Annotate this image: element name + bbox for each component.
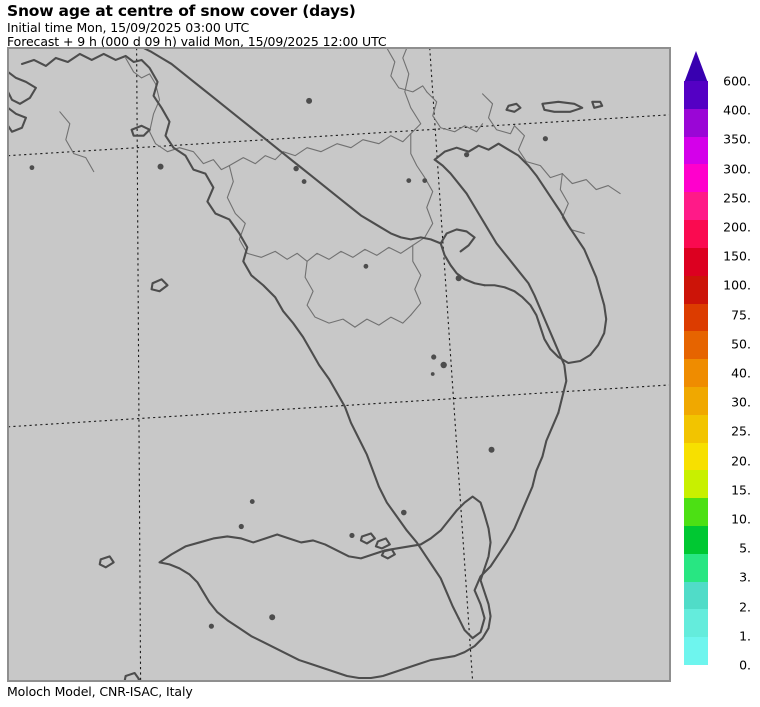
colorbar-labels: 600. 400. 350. 300. 250. 200. 150. 100. 75. 50. 40… [713,50,759,673]
map-background [8,48,670,681]
colorbar-band-12 [684,414,708,443]
colorbar-label-14: 15. [731,482,751,498]
administrative-borders [59,48,621,328]
colorbar-label-10: 40. [731,365,751,381]
colorbar-band-14 [684,470,708,499]
colorbar-band-9 [684,331,708,360]
colorbar-band-2 [684,136,708,165]
coastline [8,48,608,681]
colorbar-band-17 [684,553,708,582]
colorbar-label-11: 30. [731,394,751,410]
colorbar-band-10 [684,359,708,387]
colorbar-label-6: 150. [723,248,751,264]
colorbar-label-19: 1. [739,628,751,644]
colorbar-label-7: 100. [723,277,751,293]
model-attribution: Moloch Model, CNR-ISAC, Italy [7,684,193,699]
colorbar-label-20: 0. [739,657,751,673]
station-markers [29,97,548,629]
gridline-meridian-2 [429,48,474,681]
colorbar-label-5: 200. [723,219,751,235]
colorbar-label-17: 3. [739,569,751,585]
colorbar-band-7 [684,275,708,304]
colorbar-label-3: 300. [723,161,751,177]
colorbar-label-12: 25. [731,423,751,439]
map-frame-border [8,48,670,681]
colorbar-band-4 [684,192,708,221]
page-title: Snow age at centre of snow cover (days) [7,2,356,20]
colorbar-band-8 [684,303,708,332]
initial-time-label: Initial time Mon, 15/09/2025 03:00 UTC [7,20,250,35]
gridlines [8,48,670,681]
colorbar-band-3 [684,164,708,193]
colorbar[interactable] [679,50,713,666]
map-canvas [8,48,670,681]
colorbar-label-4: 250. [723,190,751,206]
colorbar-band-6 [684,247,708,276]
colorbar-band-20 [684,637,708,666]
colorbar-label-1: 400. [723,102,751,118]
colorbar-label-2: 350. [723,131,751,147]
forecast-validity-label: Forecast + 9 h (000 d 09 h) valid Mon, 1… [7,34,387,49]
colorbar-label-18: 2. [739,599,751,615]
colorbar-band-19 [684,609,708,638]
colorbar-top-arrow-icon [684,51,708,83]
colorbar-band-13 [684,442,708,471]
colorbar-label-13: 20. [731,453,751,469]
colorbar-bands [684,81,708,666]
colorbar-label-0: 600. [723,73,751,89]
colorbar-band-18 [684,581,708,610]
colorbar-band-16 [684,526,708,554]
map-panel[interactable] [7,47,671,682]
colorbar-label-16: 5. [739,540,751,556]
colorbar-band-11 [684,386,708,415]
colorbar-label-15: 10. [731,511,751,527]
colorbar-label-9: 50. [731,336,751,352]
colorbar-band-15 [684,498,708,526]
colorbar-label-8: 75. [731,307,751,323]
colorbar-band-0 [684,81,708,109]
colorbar-band-5 [684,220,708,248]
colorbar-band-1 [684,108,708,137]
